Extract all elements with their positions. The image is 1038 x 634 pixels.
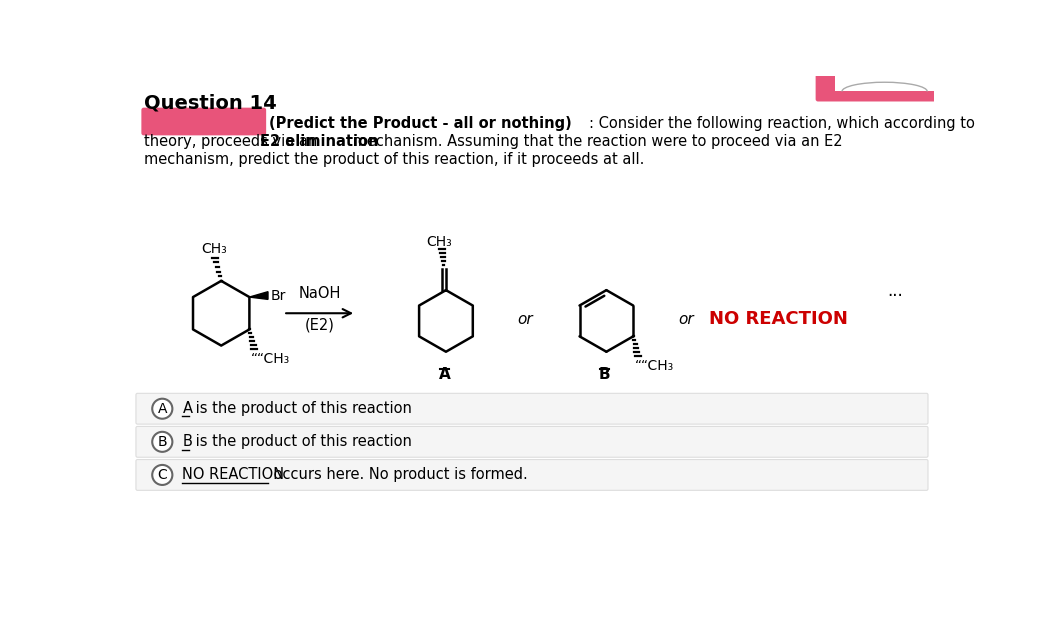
Text: (E2): (E2) (305, 318, 334, 333)
Text: Question 14: Question 14 (143, 93, 276, 112)
Text: (Predict the Product - all or nothing): (Predict the Product - all or nothing) (269, 116, 572, 131)
Text: E2 elimination: E2 elimination (260, 134, 379, 149)
Text: mechanism, predict the product of this reaction, if it proceeds at all.: mechanism, predict the product of this r… (143, 152, 644, 167)
Text: NaOH: NaOH (299, 286, 340, 301)
Text: is the product of this reaction: is the product of this reaction (191, 434, 412, 450)
Circle shape (153, 465, 172, 485)
Text: or: or (517, 312, 532, 327)
Text: NO REACTION: NO REACTION (183, 467, 284, 482)
FancyBboxPatch shape (136, 393, 928, 424)
Text: occurs here. No product is formed.: occurs here. No product is formed. (269, 467, 528, 482)
Text: A: A (158, 402, 167, 416)
Text: : Consider the following reaction, which according to: : Consider the following reaction, which… (589, 116, 975, 131)
Circle shape (153, 432, 172, 452)
Text: B: B (599, 367, 610, 382)
Text: ...: ... (887, 282, 903, 301)
FancyBboxPatch shape (136, 460, 928, 490)
Text: Br: Br (270, 288, 285, 302)
Text: CH₃: CH₃ (201, 242, 226, 256)
Text: A: A (438, 367, 450, 382)
FancyBboxPatch shape (816, 74, 936, 101)
Text: mechanism. Assuming that the reaction were to proceed via an E2: mechanism. Assuming that the reaction we… (349, 134, 843, 149)
Text: A: A (183, 401, 192, 416)
Bar (835, 75, 934, 91)
Text: CH₃: CH₃ (426, 235, 452, 249)
Text: C: C (158, 468, 167, 482)
Polygon shape (249, 292, 268, 299)
Text: or: or (679, 312, 694, 327)
Text: is the product of this reaction: is the product of this reaction (191, 401, 412, 416)
Text: ““CH₃: ““CH₃ (251, 352, 291, 366)
Text: theory, proceeds via an: theory, proceeds via an (143, 134, 322, 149)
Text: ““CH₃: ““CH₃ (635, 359, 674, 373)
Text: B: B (158, 435, 167, 449)
FancyBboxPatch shape (141, 108, 266, 136)
Text: NO REACTION: NO REACTION (709, 311, 848, 328)
Circle shape (153, 399, 172, 418)
Text: B: B (183, 434, 192, 450)
FancyBboxPatch shape (136, 427, 928, 457)
